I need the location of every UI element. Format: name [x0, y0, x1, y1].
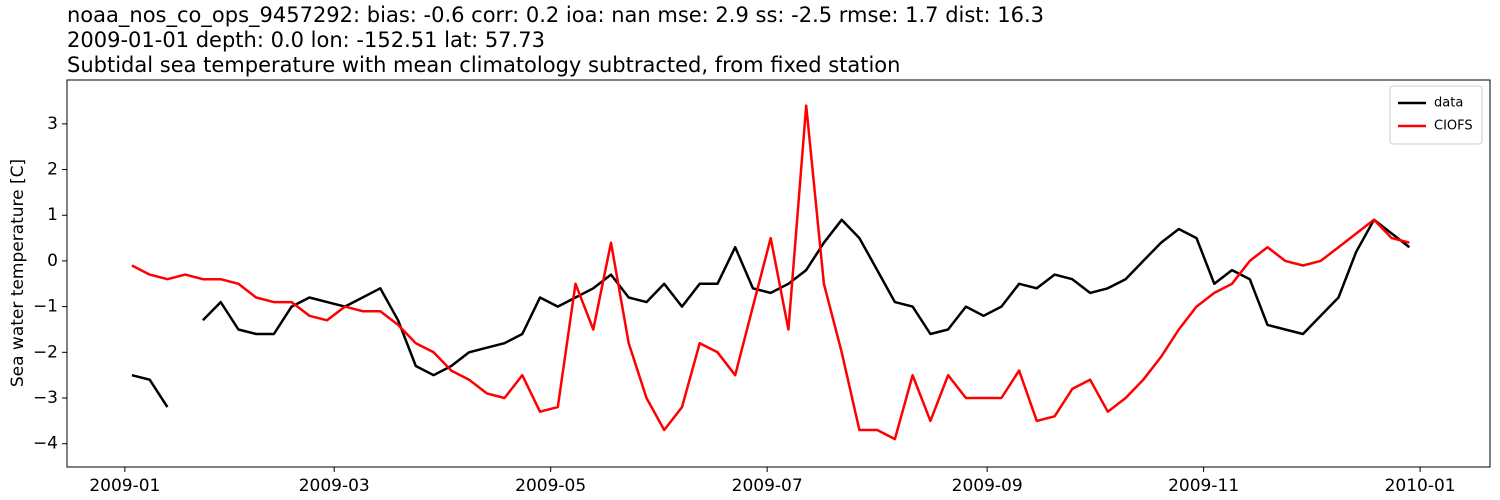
y-tick-label: 0 — [47, 251, 58, 271]
legend-label: data — [1434, 96, 1463, 111]
y-tick-label: −3 — [33, 388, 58, 408]
x-tick-label: 2009-03 — [299, 476, 370, 496]
legend: data CIOFS — [1389, 85, 1483, 145]
data-line — [131, 104, 1410, 441]
x-tick-label: 2009-01 — [89, 476, 160, 496]
y-tick-label: −4 — [33, 434, 58, 454]
chart-title: 2009-01-01 depth: 0.0 lon: -152.51 lat: … — [67, 28, 545, 52]
y-axis-label: Sea water temperature [C] — [8, 159, 28, 387]
chart-title: Subtidal sea temperature with mean clima… — [67, 53, 900, 77]
x-tick-label: 2009-11 — [1168, 476, 1239, 496]
legend-box — [1389, 85, 1483, 145]
legend-label: CIOFS — [1434, 119, 1473, 134]
y-tick-label: 1 — [47, 205, 58, 225]
x-tick-label: 2009-05 — [515, 476, 586, 496]
x-tick-label: 2010-01 — [1385, 476, 1456, 496]
x-tick-label: 2009-09 — [952, 476, 1023, 496]
x-tick-label: 2009-07 — [732, 476, 803, 496]
plot-frame — [66, 79, 1491, 468]
y-tick-label: 2 — [47, 160, 58, 180]
y-tick-label: −2 — [33, 342, 58, 362]
data-line — [131, 218, 1411, 408]
y-tick-label: −1 — [33, 297, 58, 317]
chart-title: noaa_nos_co_ops_9457292: bias: -0.6 corr… — [67, 3, 1044, 28]
y-tick-label: 3 — [47, 114, 58, 134]
